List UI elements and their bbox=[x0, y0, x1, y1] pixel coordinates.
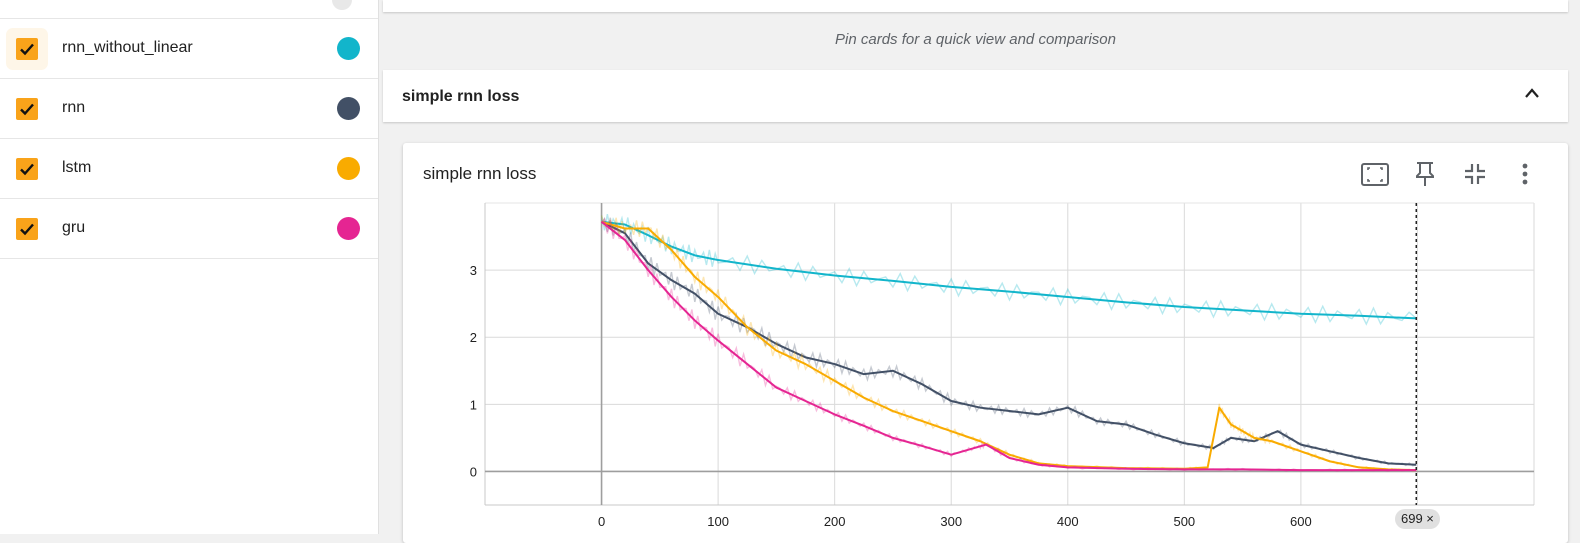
scalar-chart-card: 0 100 200 300 400 500 600 0 1 2 3 simple rnn loss … bbox=[403, 143, 1568, 543]
x-tick-label: 100 bbox=[707, 514, 729, 529]
run-checkbox[interactable] bbox=[16, 38, 38, 60]
fit-domain-icon[interactable] bbox=[1359, 158, 1391, 190]
run-color-swatch[interactable] bbox=[337, 97, 360, 120]
x-tick-label: 600 bbox=[1290, 514, 1312, 529]
chevron-up-icon[interactable] bbox=[1524, 86, 1540, 104]
pinned-section-card bbox=[383, 0, 1568, 12]
run-name: rnn_without_linear bbox=[62, 39, 193, 56]
series-line[interactable] bbox=[601, 220, 1417, 472]
scroll-up-icon[interactable] bbox=[332, 0, 352, 10]
series-line[interactable] bbox=[601, 220, 1417, 320]
x-tick-label: 200 bbox=[824, 514, 846, 529]
pin-icon[interactable] bbox=[1409, 158, 1441, 190]
y-tick-label: 1 bbox=[470, 397, 477, 412]
run-name: gru bbox=[62, 219, 86, 236]
series-line[interactable] bbox=[601, 220, 1417, 466]
check-icon bbox=[20, 223, 34, 236]
card-group-header[interactable]: simple rnn loss bbox=[383, 70, 1568, 122]
run-checkbox[interactable] bbox=[16, 98, 38, 120]
run-color-swatch[interactable] bbox=[337, 37, 360, 60]
main-panel: Pin cards for a quick view and compariso… bbox=[383, 0, 1580, 543]
pin-hint-text: Pin cards for a quick view and compariso… bbox=[835, 31, 1116, 48]
more-vert-icon[interactable] bbox=[1509, 158, 1541, 190]
collapse-icon[interactable] bbox=[1459, 158, 1491, 190]
run-name: lstm bbox=[62, 159, 92, 176]
run-row[interactable]: rnn bbox=[0, 79, 378, 139]
check-icon bbox=[20, 163, 34, 176]
check-icon bbox=[20, 43, 34, 56]
run-color-swatch[interactable] bbox=[337, 157, 360, 180]
y-tick-label: 3 bbox=[470, 263, 477, 278]
series-line[interactable] bbox=[600, 221, 1417, 472]
x-tick-label: 0 bbox=[598, 514, 605, 529]
cursor-step-badge[interactable]: 699 × bbox=[1395, 509, 1440, 529]
x-tick-label: 300 bbox=[940, 514, 962, 529]
x-tick-label: 500 bbox=[1173, 514, 1195, 529]
series-raw-line bbox=[600, 214, 1417, 326]
sidebar-previous-row bbox=[0, 0, 378, 19]
series-raw-line bbox=[600, 216, 1417, 467]
series-raw-line bbox=[600, 215, 1417, 472]
check-icon bbox=[20, 103, 34, 116]
run-checkbox[interactable] bbox=[16, 218, 38, 240]
card-title: simple rnn loss bbox=[423, 164, 537, 183]
run-checkbox[interactable] bbox=[16, 158, 38, 180]
group-title: simple rnn loss bbox=[402, 88, 520, 105]
run-row[interactable]: lstm bbox=[0, 139, 378, 199]
run-name: rnn bbox=[62, 99, 86, 116]
run-row[interactable]: rnn_without_linear bbox=[0, 19, 378, 79]
series-raw-line bbox=[601, 217, 1417, 472]
line-chart[interactable]: 0 100 200 300 400 500 600 0 1 2 3 bbox=[403, 143, 1568, 543]
run-row[interactable]: gru bbox=[0, 199, 378, 259]
run-color-swatch[interactable] bbox=[337, 217, 360, 240]
y-tick-label: 2 bbox=[470, 330, 477, 345]
x-tick-label: 400 bbox=[1057, 514, 1079, 529]
y-tick-label: 0 bbox=[470, 464, 477, 479]
